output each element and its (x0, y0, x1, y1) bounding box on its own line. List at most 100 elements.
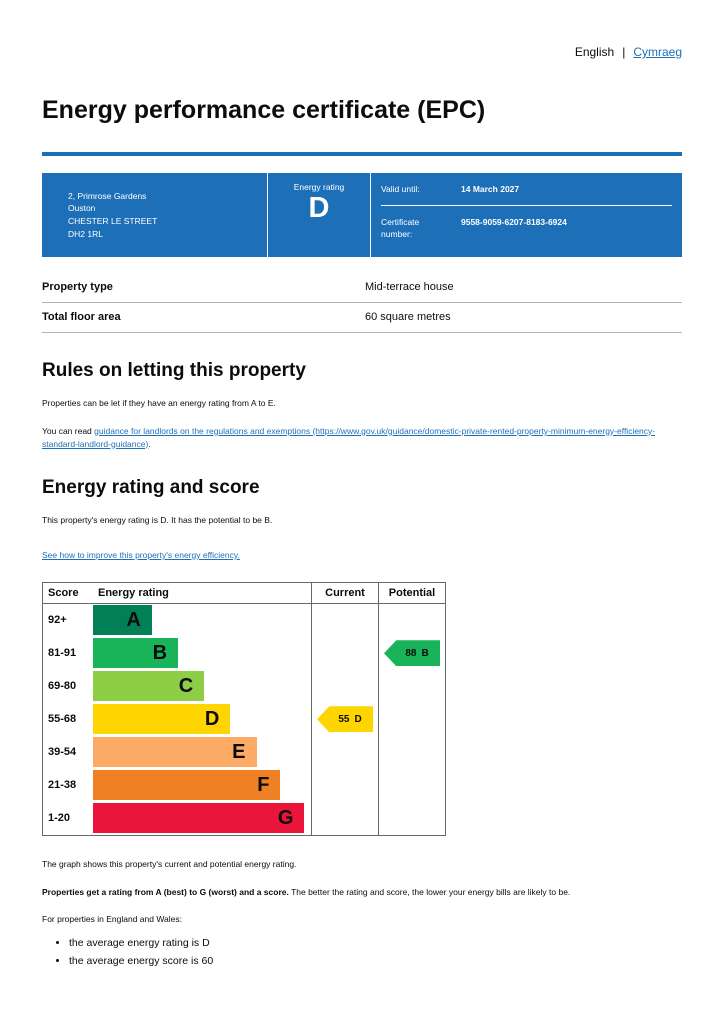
rating-explanation-bold: Properties get a rating from A (best) to… (42, 886, 289, 897)
band-row-d: 55-68 D 55 D (43, 702, 445, 736)
band-track: G (93, 802, 311, 835)
section-heading-rules: Rules on letting this property (42, 360, 306, 381)
rating-body: This property's energy rating is D. It h… (42, 514, 682, 527)
potential-cell (378, 702, 445, 736)
improve-efficiency-link[interactable]: See how to improve this property's energ… (42, 550, 240, 560)
rules-body-text: Properties can be let if they have an en… (42, 398, 276, 408)
certificate-number-value: 9558-9059-6207-8183-6924 (461, 216, 567, 227)
property-type-value: Mid-terrace house (365, 281, 454, 293)
table-row: Total floor area 60 square metres (42, 303, 682, 333)
current-cell: 55 D (311, 702, 378, 736)
band-track: C (93, 670, 311, 703)
average-score-text: the average energy score is 60 (69, 954, 214, 967)
current-cell (311, 603, 378, 637)
valid-until-value: 14 March 2027 (461, 184, 520, 194)
band-bar-b: B (93, 638, 179, 669)
band-track: F (93, 769, 311, 802)
potential-rating-arrow: 88 B (384, 640, 440, 667)
floor-area-label: Total floor area (42, 311, 121, 323)
current-rating-arrow: 55 D (317, 706, 373, 733)
language-separator: | (622, 45, 626, 59)
current-score: 55 (338, 713, 350, 725)
band-bar-f: F (93, 770, 281, 801)
england-wales-intro: For properties in England and Wales: (42, 913, 682, 926)
rating-body-text: This property's energy rating is D. It h… (42, 515, 273, 526)
band-row-g: 1-20 G (43, 801, 445, 835)
language-link-cymraeg[interactable]: Cymraeg (633, 45, 682, 59)
potential-score: 88 (405, 647, 417, 659)
property-address: 2, Primrose Gardens Ouston CHESTER LE ST… (42, 173, 267, 257)
energy-rating-chart: Score Energy rating Current Potential 92… (42, 581, 446, 836)
potential-letter: B (421, 647, 429, 659)
band-letter-c: C (178, 674, 194, 697)
band-score-d: 55-68 (48, 713, 77, 726)
chart-header-current: Current (311, 582, 378, 603)
band-score-c: 69-80 (48, 680, 77, 693)
list-item-average-score: the average energy score is 60 (69, 954, 682, 969)
chart-header-energy-rating: Energy rating (98, 586, 169, 599)
section-divider (42, 152, 682, 156)
potential-cell (378, 603, 445, 637)
chart-header-row: Score Energy rating Current Potential (43, 582, 445, 604)
band-letter-d: D (204, 707, 220, 730)
current-cell (311, 735, 378, 769)
current-letter: D (354, 713, 362, 725)
summary-energy-rating: Energy rating D (267, 173, 371, 257)
address-line-1: 2, Primrose Gardens (68, 190, 147, 201)
band-letter-e: E (232, 740, 246, 763)
rules-body: Properties can be let if they have an en… (42, 397, 682, 410)
band-bar-c: C (93, 671, 205, 702)
potential-cell (378, 801, 445, 835)
guidance-link-suffix: . (148, 438, 151, 449)
band-track: B (93, 637, 311, 670)
language-switcher: English | Cymraeg (42, 0, 682, 59)
certificate-number-row: Certificate number: 9558-9059-6207-8183-… (371, 206, 682, 250)
band-letter-g: G (277, 806, 294, 829)
band-row-f: 21-38 F (43, 768, 445, 802)
band-bar-d: D (93, 704, 231, 735)
chart-header-potential: Potential (378, 582, 445, 603)
property-type-label: Property type (42, 281, 113, 293)
band-track: A (93, 604, 311, 637)
floor-area-value: 60 square metres (365, 311, 451, 323)
certificate-number-label: Certificate number: (381, 216, 420, 239)
potential-cell (378, 669, 445, 703)
potential-cell: 88 B (378, 636, 445, 670)
current-cell (311, 669, 378, 703)
current-cell (311, 636, 378, 670)
current-cell (311, 801, 378, 835)
certificate-validity: Valid until: 14 March 2027 Certificate n… (371, 173, 682, 257)
band-score-f: 21-38 (48, 779, 77, 792)
band-letter-b: B (152, 641, 168, 664)
band-row-c: 69-80 C (43, 669, 445, 703)
band-letter-f: F (257, 773, 270, 796)
band-score-g: 1-20 (48, 812, 71, 825)
language-current-english: English (574, 45, 615, 59)
band-score-a: 92+ (48, 614, 67, 627)
guidance-link-prefix: You can read (42, 425, 95, 436)
current-cell (311, 768, 378, 802)
property-details-table: Property type Mid-terrace house Total fl… (42, 273, 682, 333)
band-bar-e: E (93, 737, 257, 768)
rating-explanation: Properties get a rating from A (best) to… (42, 886, 682, 899)
address-line-2: Ouston (68, 203, 96, 214)
band-score-e: 39-54 (48, 746, 77, 759)
chart-caption: The graph shows this property's current … (42, 858, 682, 871)
potential-cell (378, 735, 445, 769)
chart-header-score: Score (48, 586, 79, 599)
band-bar-g: G (93, 803, 305, 834)
chart-caption-text: The graph shows this property's current … (42, 858, 297, 869)
energy-rating-label: Energy rating (293, 182, 345, 192)
band-track: D (93, 703, 311, 736)
valid-until-row: Valid until: 14 March 2027 (371, 173, 682, 205)
average-rating-text: the average energy rating is D (69, 937, 210, 949)
valid-until-label: Valid until: (381, 184, 420, 194)
band-letter-a: A (126, 608, 141, 631)
band-bar-a: A (93, 605, 152, 636)
address-line-4: DH2 1RL (68, 228, 103, 239)
improve-link-wrap: See how to improve this property's energ… (42, 549, 682, 562)
landlord-guidance-link[interactable]: guidance for landlords on the regulation… (42, 425, 656, 449)
band-score-b: 81-91 (48, 647, 77, 660)
band-row-b: 81-91 B 88 B (43, 636, 445, 670)
